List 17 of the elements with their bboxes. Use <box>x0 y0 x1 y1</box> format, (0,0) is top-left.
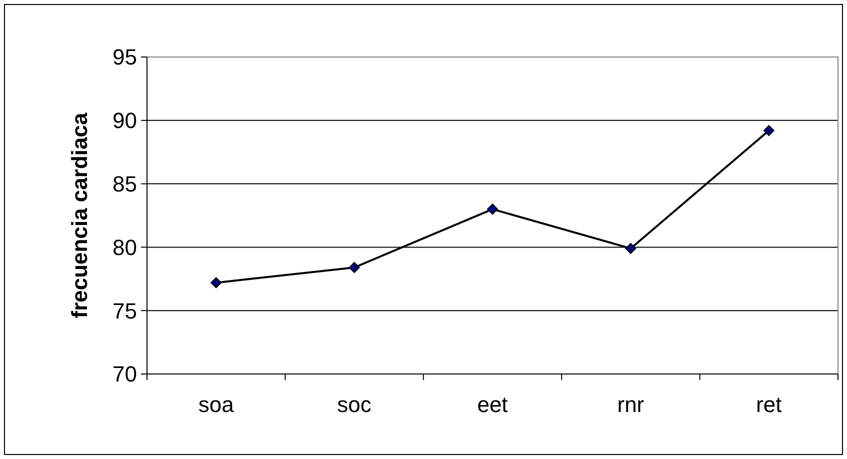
y-tick-label: 85 <box>112 172 137 196</box>
y-axis-title: frecuencia cardiaca <box>67 112 92 318</box>
x-tick-label: soa <box>198 392 235 417</box>
x-tick-label: soc <box>337 392 372 417</box>
x-tick-label: ret <box>756 392 782 417</box>
y-tick-label: 95 <box>112 44 137 70</box>
y-tick-label: 75 <box>112 298 137 324</box>
x-tick-label: rnr <box>617 392 644 417</box>
x-tick-label: eet <box>477 392 508 417</box>
point <box>763 125 774 136</box>
y-tick-label: 80 <box>112 234 137 260</box>
point <box>625 242 636 254</box>
y-tick-label: 90 <box>112 108 137 134</box>
point <box>487 204 498 215</box>
y-tick-label: 70 <box>112 362 137 387</box>
point <box>210 277 222 288</box>
point <box>348 262 360 273</box>
